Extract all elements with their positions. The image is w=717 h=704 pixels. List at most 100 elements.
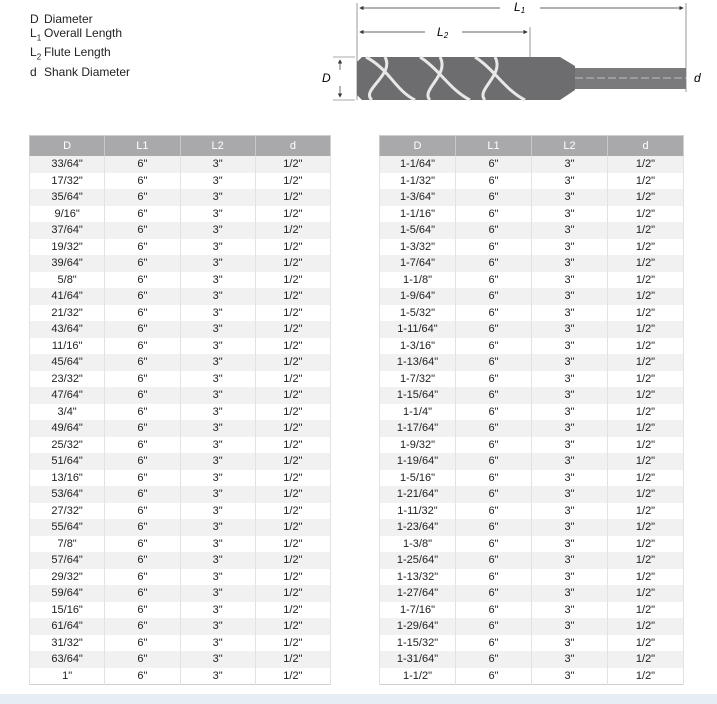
table-row: 33/64" 6" 3" 1/2" xyxy=(28,156,332,173)
table-cell: 55/64" xyxy=(28,519,106,536)
table-cell: 1/2" xyxy=(254,601,332,618)
table-cell: 3" xyxy=(179,436,256,453)
table-cell: 1/2" xyxy=(607,238,684,255)
table-cell: 3" xyxy=(531,354,608,371)
table-cell: 6" xyxy=(455,436,532,453)
table-cell: 6" xyxy=(104,519,181,536)
table-cell: 3" xyxy=(531,172,608,189)
table-row: 41/64" 6" 3" 1/2" xyxy=(28,288,332,305)
table-cell: 1-7/32" xyxy=(379,370,456,387)
table-cell: 1/2" xyxy=(254,255,332,272)
table-cell: 3" xyxy=(531,535,608,552)
table-cell: 6" xyxy=(455,288,532,305)
legend-symbol: D xyxy=(30,12,44,26)
table-cell: 59/64" xyxy=(28,585,106,602)
table-cell: 1-25/64" xyxy=(379,552,456,569)
table-cell: 1/2" xyxy=(607,453,684,470)
table-cell: 6" xyxy=(455,321,532,338)
table-cell: 1/2" xyxy=(607,304,684,321)
table-cell: 3" xyxy=(179,156,256,173)
column-header: L1 xyxy=(455,135,532,156)
table-cell: 6" xyxy=(455,172,532,189)
table-cell: 1" xyxy=(28,667,106,685)
table-cell: 25/32" xyxy=(28,436,106,453)
table-cell: 57/64" xyxy=(28,552,106,569)
table-cell: 6" xyxy=(104,222,181,239)
table-row: 1-7/16" 6" 3" 1/2" xyxy=(379,601,684,618)
size-table: D L1 L2 d 1-1/64" 6" 3" 1/2" 1-1/32" 6" 3" 1/2" 1-3/… xyxy=(379,135,684,685)
table-cell: 1/2" xyxy=(254,288,332,305)
table-cell: 29/32" xyxy=(28,568,106,585)
table-cell: 3" xyxy=(179,618,256,635)
column-header: d xyxy=(254,135,331,156)
table-row: 1-9/64" 6" 3" 1/2" xyxy=(379,288,684,305)
table-cell: 6" xyxy=(104,337,181,354)
table-row: 1-3/64" 6" 3" 1/2" xyxy=(379,189,684,206)
table-cell: 6" xyxy=(104,370,181,387)
table-cell: 6" xyxy=(104,238,181,255)
column-header: D xyxy=(379,135,456,156)
table-row: 1" 6" 3" 1/2" xyxy=(28,667,332,685)
table-cell: 61/64" xyxy=(28,618,106,635)
table-cell: 1-11/32" xyxy=(379,502,456,519)
table-cell: 1-15/64" xyxy=(379,387,456,404)
table-row: 17/32" 6" 3" 1/2" xyxy=(28,172,332,189)
table-cell: 1/2" xyxy=(607,271,684,288)
table-row: 1-19/64" 6" 3" 1/2" xyxy=(379,453,684,470)
table-cell: 1/2" xyxy=(607,502,684,519)
table-cell: 3" xyxy=(179,172,256,189)
table-cell: 3" xyxy=(531,238,608,255)
table-cell: 41/64" xyxy=(28,288,106,305)
table-cell: 3/4" xyxy=(28,403,106,420)
table-cell: 6" xyxy=(104,288,181,305)
table-cell: 1-9/32" xyxy=(379,436,456,453)
table-cell: 6" xyxy=(104,601,181,618)
table-cell: 3" xyxy=(179,403,256,420)
table-cell: 1/2" xyxy=(607,486,684,503)
legend-item: L2 Flute Length xyxy=(30,45,130,64)
table-cell: 23/32" xyxy=(28,370,106,387)
table-cell: 6" xyxy=(104,304,181,321)
table-cell: 6" xyxy=(104,387,181,404)
table-cell: 3" xyxy=(179,189,256,206)
table-row: 1-13/32" 6" 3" 1/2" xyxy=(379,568,684,585)
table-cell: 47/64" xyxy=(28,387,106,404)
table-cell: 1/2" xyxy=(254,238,332,255)
table-cell: 1-31/64" xyxy=(379,651,456,668)
table-cell: 1/2" xyxy=(607,667,684,685)
table-row: 1-1/4" 6" 3" 1/2" xyxy=(379,403,684,420)
table-row: 1-27/64" 6" 3" 1/2" xyxy=(379,585,684,602)
table-cell: 3" xyxy=(179,634,256,651)
table-cell: 1/2" xyxy=(254,568,332,585)
table-row: 55/64" 6" 3" 1/2" xyxy=(28,519,332,536)
table-cell: 1/2" xyxy=(607,403,684,420)
legend: D Diameter L1 Overall Length L2 Flute Length d… xyxy=(30,12,130,79)
table-cell: 6" xyxy=(455,189,532,206)
table-row: 15/16" 6" 3" 1/2" xyxy=(28,601,332,618)
table-row: 45/64" 6" 3" 1/2" xyxy=(28,354,332,371)
table-row: 9/16" 6" 3" 1/2" xyxy=(28,205,332,222)
table-cell: 1/2" xyxy=(254,651,332,668)
table-cell: 1/2" xyxy=(607,387,684,404)
table-cell: 1/2" xyxy=(254,321,332,338)
table-cell: 1/2" xyxy=(254,535,332,552)
header-row: D L1 L2 d xyxy=(379,135,684,156)
table-cell: 37/64" xyxy=(28,222,106,239)
table-cell: 1-9/64" xyxy=(379,288,456,305)
table-cell: 6" xyxy=(104,403,181,420)
table-cell: 1-1/2" xyxy=(379,667,456,685)
table-cell: 1-23/64" xyxy=(379,519,456,536)
table-cell: 6" xyxy=(104,469,181,486)
table-cell: 3" xyxy=(531,453,608,470)
table-row: 47/64" 6" 3" 1/2" xyxy=(28,387,332,404)
table-cell: 6" xyxy=(455,271,532,288)
table-cell: 3" xyxy=(531,568,608,585)
table-cell: 1/2" xyxy=(254,667,332,685)
table-cell: 1-11/64" xyxy=(379,321,456,338)
legend-label: Diameter xyxy=(44,12,93,26)
table-cell: 6" xyxy=(104,205,181,222)
table-cell: 6" xyxy=(104,552,181,569)
table-cell: 3" xyxy=(179,205,256,222)
table-cell: 1/2" xyxy=(254,502,332,519)
table-cell: 6" xyxy=(455,469,532,486)
